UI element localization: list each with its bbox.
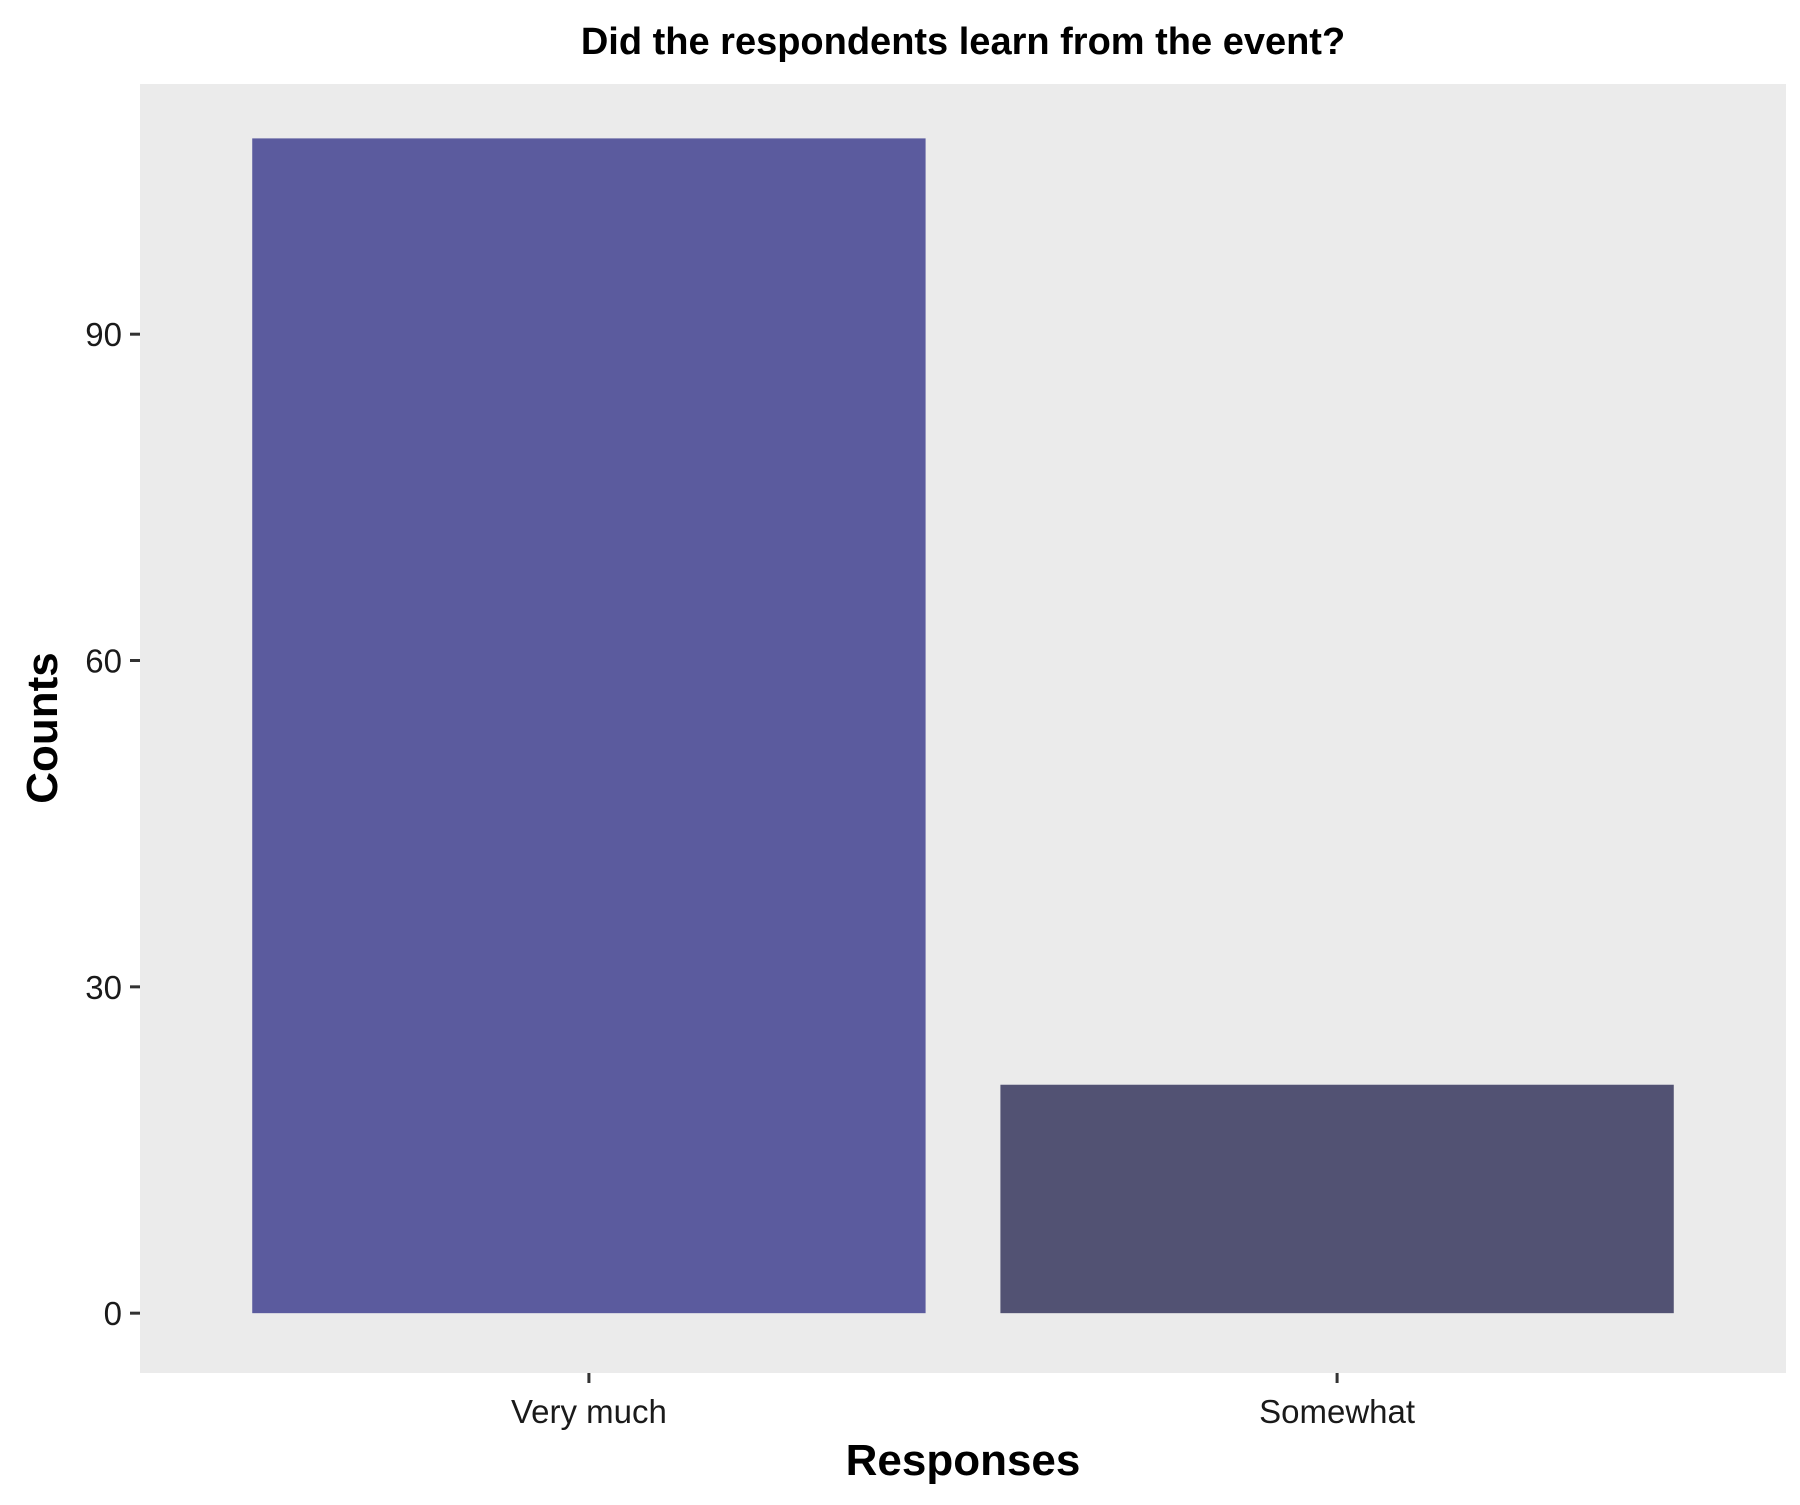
y-tick-label: 30 xyxy=(85,969,122,1006)
chart-title: Did the respondents learn from the event… xyxy=(581,21,1345,63)
y-tick-label: 0 xyxy=(104,1295,122,1332)
bar-very-much xyxy=(252,138,926,1314)
x-axis: Very much Somewhat xyxy=(511,1373,1415,1430)
y-tick-label: 90 xyxy=(85,316,122,353)
y-axis: 0 30 60 90 xyxy=(85,316,140,1332)
y-axis-title: Counts xyxy=(18,652,67,804)
bars-layer xyxy=(252,138,1674,1314)
y-tick-label: 60 xyxy=(85,643,122,680)
bar-somewhat xyxy=(1000,1084,1674,1314)
x-tick-label: Somewhat xyxy=(1259,1393,1415,1430)
x-tick-label: Very much xyxy=(511,1393,667,1430)
x-axis-title: Responses xyxy=(846,1436,1081,1485)
